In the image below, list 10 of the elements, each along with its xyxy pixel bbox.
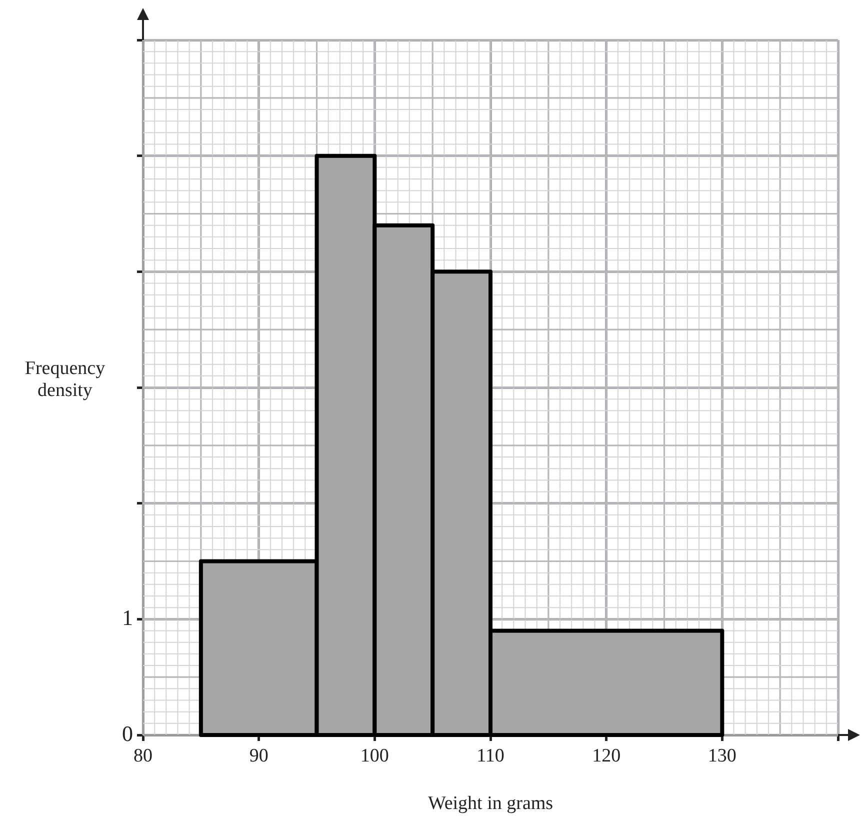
- x-tick-label: 90: [249, 745, 268, 766]
- y-tick-label: 0: [122, 720, 133, 746]
- y-tick-label: 1: [122, 604, 133, 630]
- y-axis-title: Frequency density: [24, 358, 106, 402]
- x-tick-label: 100: [360, 745, 389, 766]
- x-tick-label: 80: [134, 745, 152, 766]
- x-axis-title: Weight in grams: [426, 793, 554, 815]
- x-tick-label: 120: [592, 745, 621, 766]
- x-tick-label: 110: [476, 745, 504, 766]
- x-tick-label: 130: [708, 745, 736, 766]
